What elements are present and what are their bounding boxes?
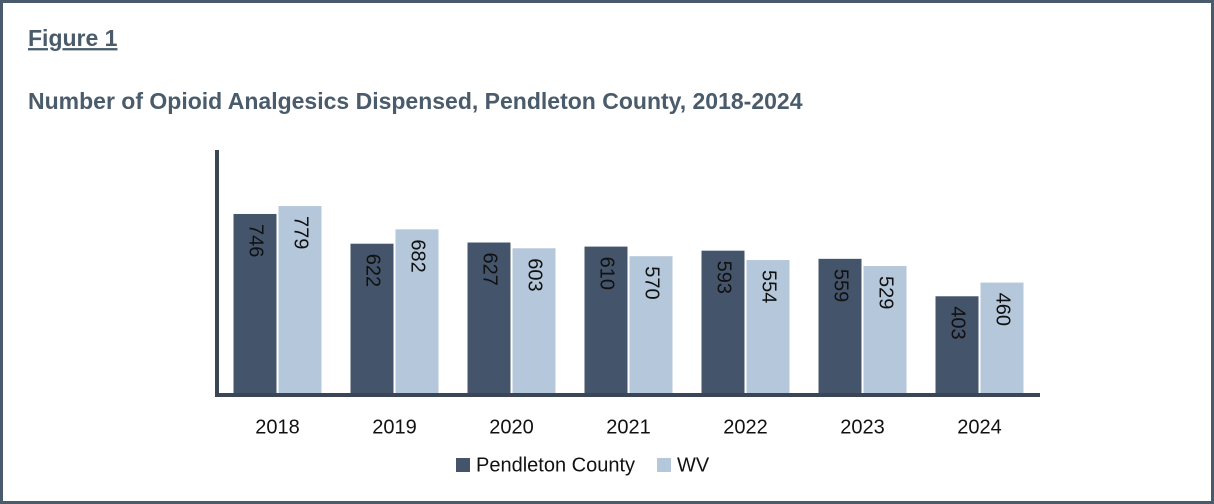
bar	[512, 248, 556, 393]
value-label: 779	[290, 216, 312, 249]
x-tick-label: 2024	[957, 416, 1002, 438]
value-label: 593	[713, 261, 735, 294]
x-tick-label: 2018	[255, 416, 300, 438]
chart-title: Number of Opioid Analgesics Dispensed, P…	[28, 88, 803, 114]
x-tick-label: 2020	[489, 416, 534, 438]
figure-label: Figure 1	[28, 25, 118, 51]
bar	[935, 296, 979, 393]
value-label: 554	[758, 270, 780, 303]
bar	[584, 246, 628, 393]
bar	[278, 206, 322, 393]
bar	[395, 229, 439, 393]
bar	[818, 258, 862, 393]
value-label: 682	[407, 239, 429, 272]
bar	[629, 256, 673, 393]
value-label: 746	[245, 224, 267, 257]
value-label: 529	[875, 276, 897, 309]
value-label: 460	[992, 293, 1014, 326]
x-tick-label: 2021	[606, 416, 651, 438]
bar	[863, 266, 907, 393]
x-tick-label: 2019	[372, 416, 417, 438]
legend-swatch	[657, 458, 672, 472]
value-label: 570	[641, 266, 663, 299]
value-label: 603	[524, 258, 546, 291]
bar	[701, 250, 745, 393]
legend-label: Pendleton County	[476, 454, 635, 476]
x-tick-label: 2023	[840, 416, 885, 438]
legend-swatch	[456, 458, 470, 472]
bar	[350, 243, 394, 393]
bar	[980, 282, 1024, 393]
bar	[746, 260, 790, 393]
value-label: 610	[596, 257, 618, 290]
value-label: 559	[830, 269, 852, 302]
legend-label: WV	[677, 454, 710, 476]
value-label: 622	[362, 254, 384, 287]
x-tick-label: 2022	[723, 416, 768, 438]
bar	[233, 213, 277, 393]
bar	[467, 242, 511, 393]
value-label: 403	[947, 306, 969, 339]
value-label: 627	[479, 253, 501, 286]
